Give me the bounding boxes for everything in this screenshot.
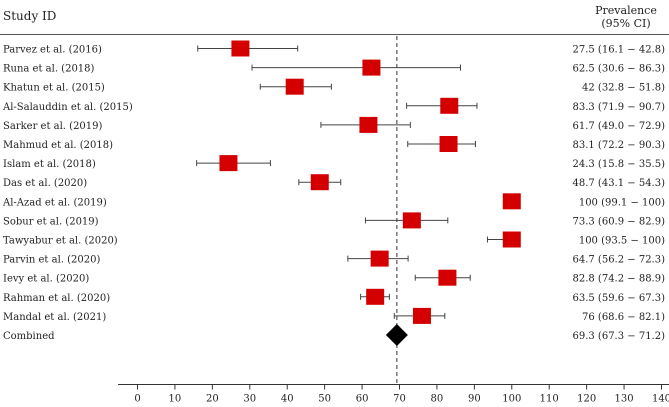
point-estimate-marker: [285, 78, 304, 95]
x-tick-label: 100: [502, 394, 521, 405]
estimate-label: 73.3 (60.9 − 82.9): [572, 216, 665, 227]
study-name: Parvez et al. (2016): [3, 45, 102, 56]
combined-label: 69.3 (67.3 − 71.2): [572, 331, 665, 342]
point-estimate-marker: [439, 136, 458, 152]
study-row: Parvez et al. (2016) 27.5 (16.1 − 42.8): [3, 40, 665, 57]
x-axis: 0 10 20 30 40 50 60 70 80 90 100 110 120 130 140: [118, 384, 669, 405]
study-row: Rahman et al. (2020) 63.5 (59.6 − 67.3): [3, 288, 665, 305]
combined-row: Combined 69.3 (67.3 − 71.2): [3, 324, 665, 346]
estimate-label: 83.1 (72.2 − 90.3): [572, 140, 665, 151]
estimate-label: 62.5 (30.6 − 86.3): [572, 64, 665, 75]
point-estimate-marker: [359, 116, 378, 133]
study-name: Islam et al. (2018): [3, 159, 96, 170]
estimate-label: 48.7 (43.1 − 54.3): [572, 178, 665, 189]
estimate-label: 24.3 (15.8 − 35.5): [572, 159, 665, 170]
point-estimate-marker: [412, 307, 431, 324]
point-estimate-marker: [502, 193, 521, 210]
effect-column-header-line2: (95% CI): [601, 17, 650, 30]
study-row: Mandal et al. (2021) 76 (68.6 − 82.1): [3, 307, 665, 324]
study-name: Khatun et al. (2015): [3, 83, 105, 94]
study-row: Khatun et al. (2015) 42 (32.8 − 51.8): [3, 78, 665, 95]
forest-rows: Parvez et al. (2016) 27.5 (16.1 − 42.8) Ru…: [2, 36, 665, 384]
point-estimate-marker: [366, 288, 385, 305]
study-row: Ievy et al. (2020) 82.8 (74.2 − 88.9): [3, 269, 665, 286]
study-name: Rahman et al. (2020): [3, 293, 110, 304]
study-name: Al-Azad et al. (2019): [2, 197, 107, 208]
estimate-label: 64.7 (56.2 − 72.3): [572, 255, 665, 266]
estimate-label: 100 (99.1 − 100): [579, 197, 665, 208]
point-estimate-marker: [310, 174, 329, 191]
study-name: Runa et al. (2018): [3, 64, 95, 75]
x-tick-label: 10: [169, 394, 182, 405]
x-tick-label: 0: [134, 394, 140, 405]
x-tick-label: 110: [540, 394, 559, 405]
study-row: Sobur et al. (2019) 73.3 (60.9 − 82.9): [3, 212, 665, 229]
study-column-header: Study ID: [3, 9, 56, 23]
study-name: Tawyabur et al. (2020): [3, 236, 118, 247]
x-tick-label: 80: [431, 394, 444, 405]
study-name: Al-Salauddin et al. (2015): [2, 102, 133, 113]
study-row: Das et al. (2020) 48.7 (43.1 − 54.3): [3, 174, 665, 191]
study-row: Islam et al. (2018) 24.3 (15.8 − 35.5): [3, 155, 665, 172]
combined-name: Combined: [3, 331, 55, 342]
effect-column-header-line1: Prevalence: [595, 4, 657, 17]
study-row: Mahmud et al. (2018) 83.1 (72.2 − 90.3): [3, 136, 665, 152]
study-name: Mahmud et al. (2018): [3, 140, 113, 151]
point-estimate-marker: [440, 97, 459, 114]
study-name: Parvin et al. (2020): [3, 255, 100, 266]
point-estimate-marker: [231, 40, 250, 57]
point-estimate-marker: [502, 231, 521, 248]
estimate-label: 83.3 (71.9 − 90.7): [572, 102, 665, 113]
estimate-label: 27.5 (16.1 − 42.8): [572, 45, 665, 56]
study-name: Sobur et al. (2019): [3, 216, 99, 227]
point-estimate-marker: [402, 212, 421, 229]
x-tick-label: 140: [652, 394, 669, 405]
study-row: Parvin et al. (2020) 64.7 (56.2 − 72.3): [3, 250, 665, 267]
x-tick-label: 120: [577, 394, 596, 405]
point-estimate-marker: [438, 269, 457, 286]
point-estimate-marker: [219, 155, 238, 172]
study-name: Sarker et al. (2019): [3, 121, 103, 132]
estimate-label: 42 (32.8 − 51.8): [582, 83, 665, 94]
x-tick-label: 60: [356, 394, 369, 405]
estimate-label: 76 (68.6 − 82.1): [582, 312, 665, 323]
study-name: Ievy et al. (2020): [3, 274, 89, 285]
x-tick-label: 130: [615, 394, 634, 405]
study-row: Al-Salauddin et al. (2015) 83.3 (71.9 − 9…: [2, 97, 665, 114]
estimate-label: 100 (93.5 − 100): [579, 236, 665, 247]
x-tick-label: 30: [243, 394, 256, 405]
x-tick-label: 90: [468, 394, 481, 405]
estimate-label: 63.5 (59.6 − 67.3): [572, 293, 665, 304]
combined-diamond: [385, 324, 408, 346]
point-estimate-marker: [370, 250, 389, 267]
study-row: Runa et al. (2018) 62.5 (30.6 − 86.3): [3, 59, 665, 76]
x-tick-label: 50: [318, 394, 331, 405]
x-tick-label: 20: [206, 394, 219, 405]
estimate-label: 82.8 (74.2 − 88.9): [572, 274, 665, 285]
study-name: Mandal et al. (2021): [3, 312, 106, 323]
study-row: Al-Azad et al. (2019) 100 (99.1 − 100): [2, 193, 665, 210]
study-name: Das et al. (2020): [3, 178, 87, 189]
point-estimate-marker: [362, 59, 381, 76]
estimate-label: 61.7 (49.0 − 72.9): [572, 121, 665, 132]
x-tick-label: 40: [281, 394, 294, 405]
x-tick-label: 70: [393, 394, 406, 405]
study-row: Tawyabur et al. (2020) 100 (93.5 − 100): [3, 231, 665, 248]
study-row: Sarker et al. (2019) 61.7 (49.0 − 72.9): [3, 116, 665, 133]
